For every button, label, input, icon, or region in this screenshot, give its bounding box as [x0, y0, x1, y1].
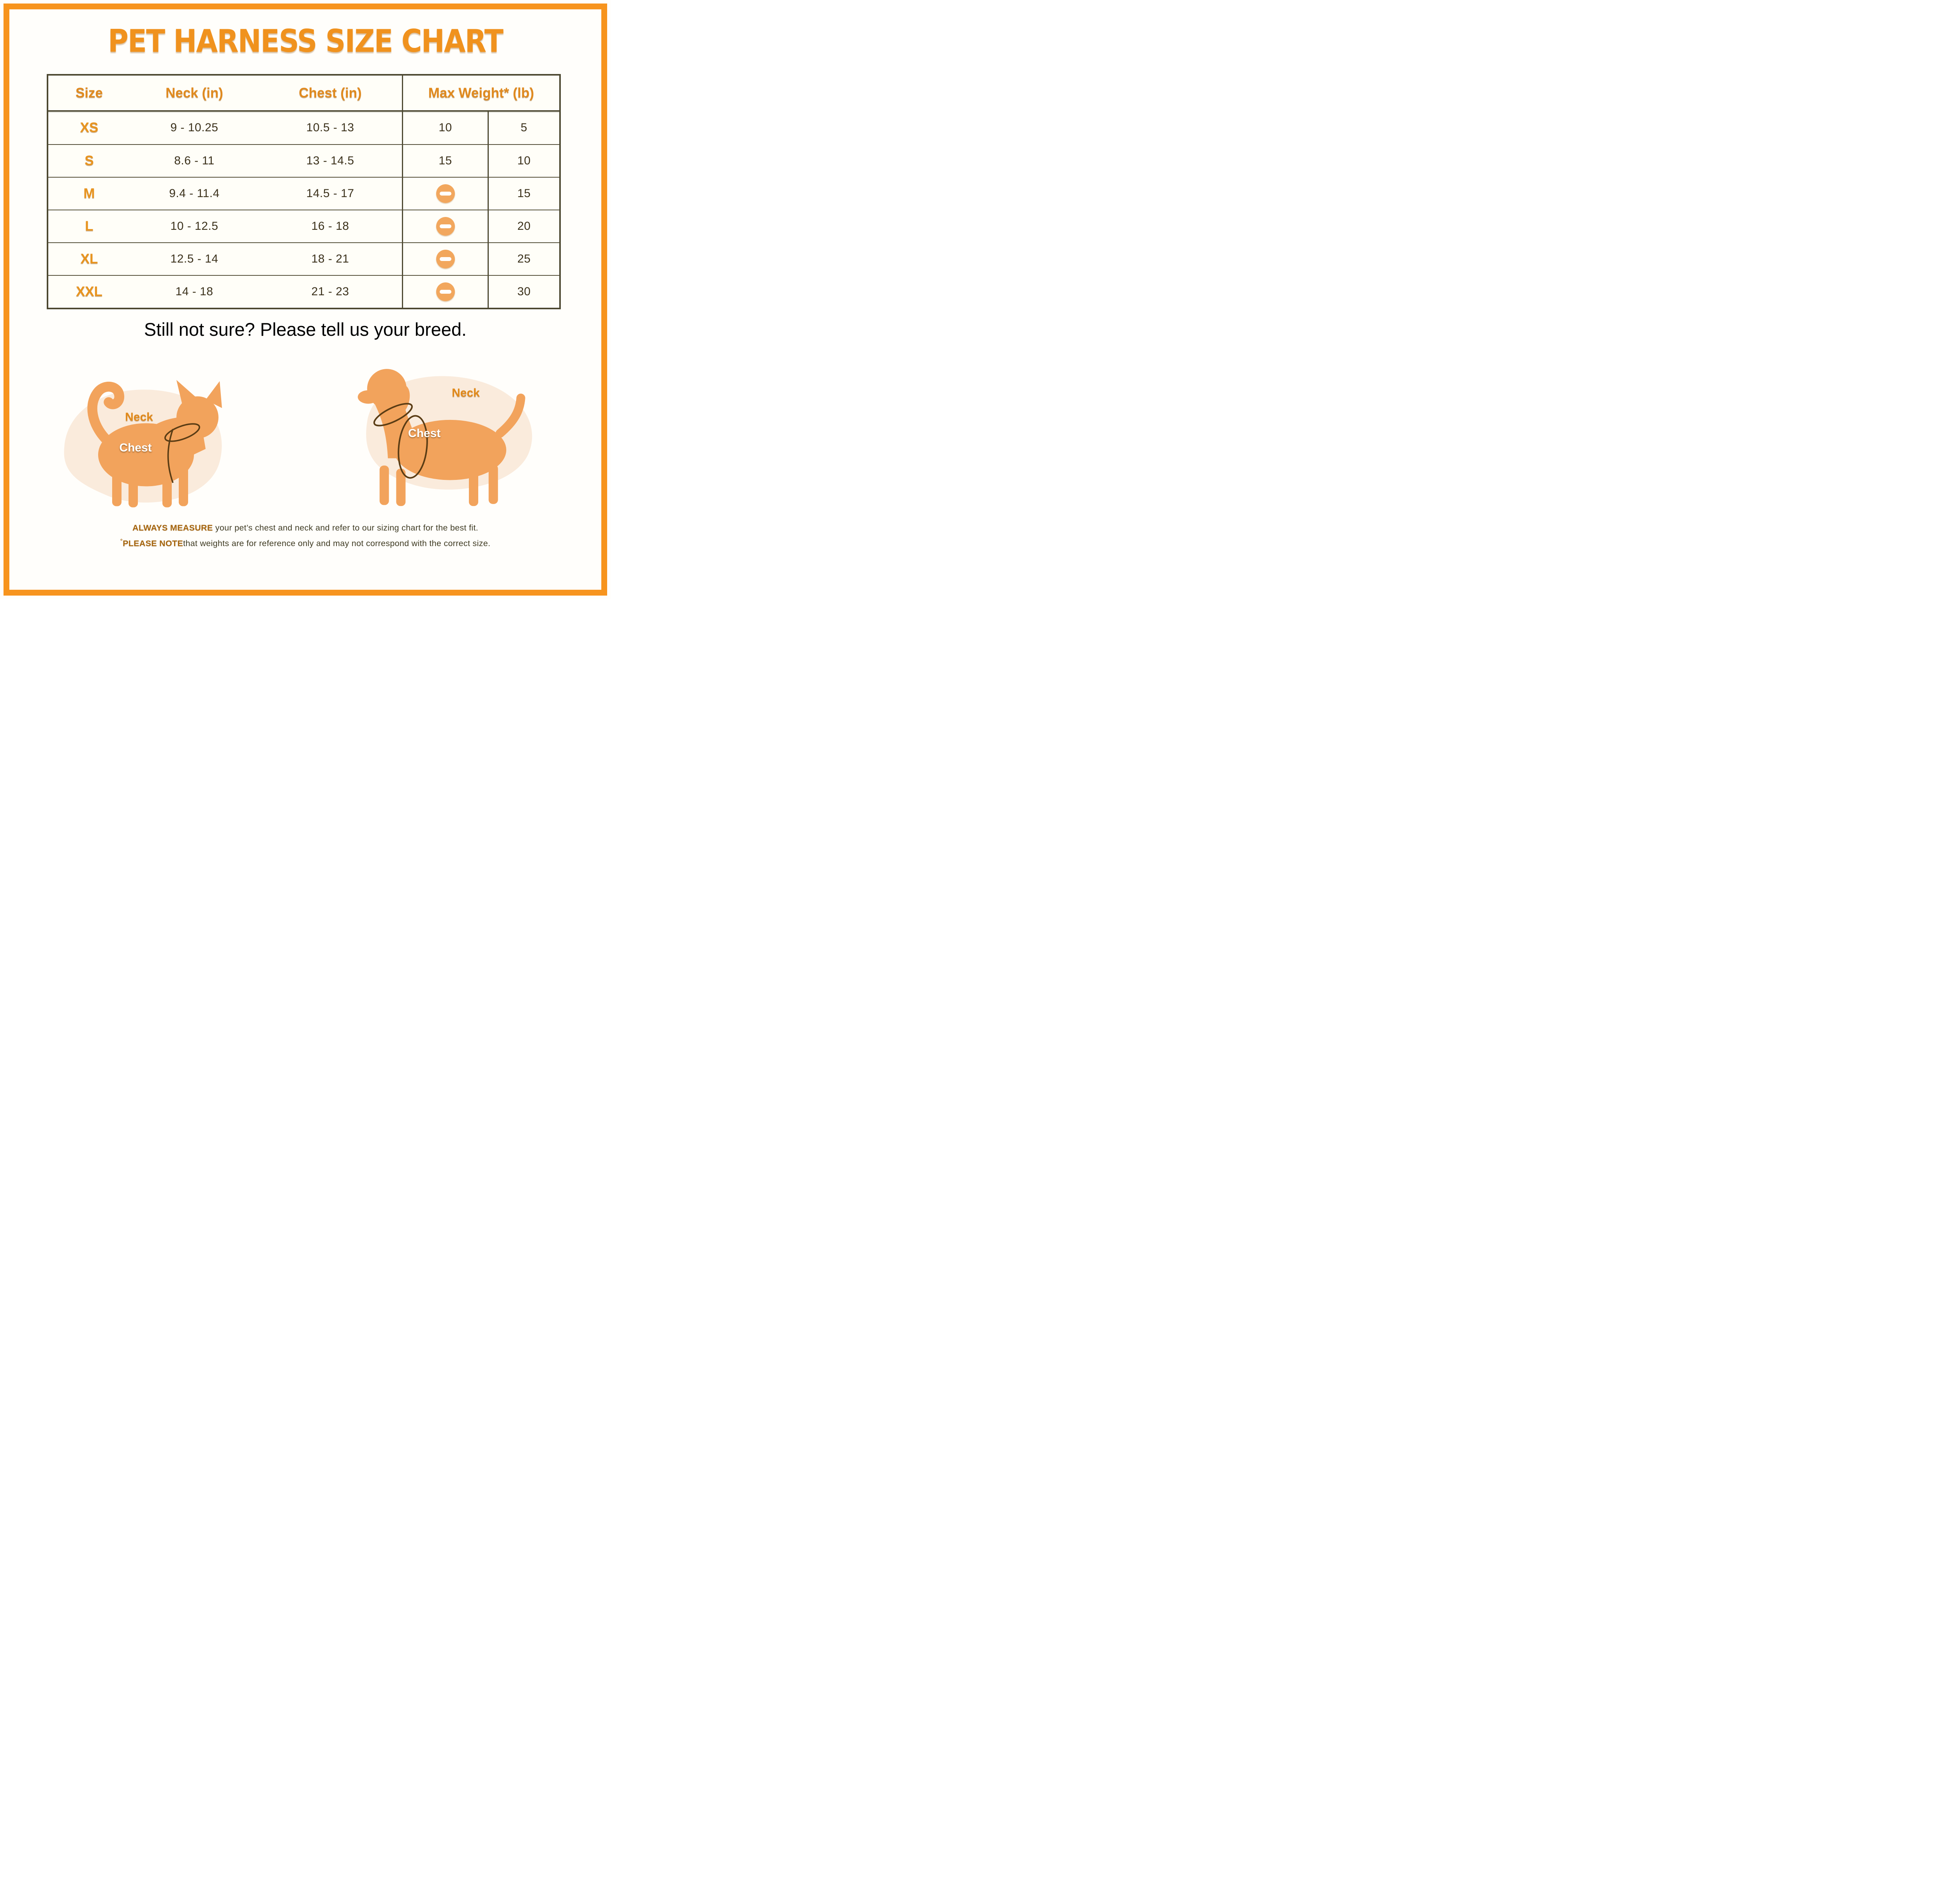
table-row-cell: 20 — [488, 210, 559, 242]
cat-silhouette-image — [64, 380, 222, 508]
table-row-cell: 21 - 23 — [259, 275, 402, 308]
size-chart-table: Size Neck (in) Chest (in) Max Weight* (l… — [47, 74, 561, 309]
neck-range: 10 - 12.5 — [170, 220, 218, 233]
dog-silhouette-image — [358, 369, 532, 506]
size-label: XS — [80, 120, 99, 135]
table-row-cell: XL — [48, 242, 130, 275]
column-header-neck: Neck (in) — [130, 76, 259, 111]
chest-range: 18 - 21 — [311, 252, 349, 265]
table-row-cell: 9.4 - 11.4 — [130, 177, 259, 210]
table-row-cell — [402, 210, 488, 242]
table-row-cell — [402, 177, 488, 210]
footnote-note-bold: PLEASE NOTE — [123, 538, 183, 548]
table-row-cell: 8.6 - 11 — [130, 144, 259, 177]
table-row-cell: 14.5 - 17 — [259, 177, 402, 210]
table-row-cell: 10 — [488, 144, 559, 177]
weight-cell: 10 — [439, 121, 452, 134]
table-row-cell: S — [48, 144, 130, 177]
footnotes: ALWAYS MEASURE your pet’s chest and neck… — [0, 520, 611, 552]
table-row-cell: 14 - 18 — [130, 275, 259, 308]
table-row-cell: 13 - 14.5 — [259, 144, 402, 177]
size-label: XXL — [76, 284, 103, 299]
table-row-cell: 16 - 18 — [259, 210, 402, 242]
footnote-note: °PLEASE NOTEthat weights are for referen… — [0, 536, 611, 552]
footnote-note-text: that weights are for reference only and … — [183, 538, 491, 548]
dog-illustration: Neck Chest — [335, 353, 553, 514]
no-weight-minus-icon — [436, 250, 455, 268]
neck-range: 8.6 - 11 — [174, 154, 215, 167]
table-row-cell — [402, 275, 488, 308]
size-label: XL — [80, 251, 98, 266]
table-row-cell: 15 — [402, 144, 488, 177]
weight-cell: 15 — [517, 187, 531, 200]
column-header-size: Size — [48, 76, 130, 111]
weight-cell: 5 — [520, 121, 528, 134]
cat-illustration: Neck Chest — [58, 360, 234, 514]
footnote-measure-text: your pet’s chest and neck and refer to o… — [213, 523, 478, 532]
column-header-chest: Chest (in) — [259, 76, 402, 111]
table-row-cell: 9 - 10.25 — [130, 111, 259, 144]
table-row-cell: L — [48, 210, 130, 242]
table-row-cell: 10 — [402, 111, 488, 144]
size-label: S — [85, 153, 94, 168]
table-row-cell: 5 — [488, 111, 559, 144]
footnote-measure: ALWAYS MEASURE your pet’s chest and neck… — [0, 520, 611, 536]
size-label: M — [83, 186, 95, 201]
footnote-marker: ° — [120, 538, 123, 545]
neck-range: 14 - 18 — [175, 285, 213, 298]
page-title: PET HARNESS SIZE CHART — [108, 23, 504, 60]
no-weight-minus-icon — [436, 282, 455, 301]
column-header-max-weight: Max Weight* (lb) — [402, 76, 559, 111]
breed-question-text: Still not sure? Please tell us your bree… — [144, 319, 467, 340]
no-weight-minus-icon — [436, 184, 455, 203]
table-row-cell: M — [48, 177, 130, 210]
pet-harness-size-chart: PET HARNESS SIZE CHART Size Neck (in) Ch… — [0, 0, 611, 599]
chest-range: 10.5 - 13 — [306, 121, 354, 134]
table-row-cell: 10.5 - 13 — [259, 111, 402, 144]
table-row-cell — [402, 242, 488, 275]
weight-cell: 15 — [439, 154, 452, 167]
chest-range: 14.5 - 17 — [306, 187, 354, 200]
no-weight-minus-icon — [436, 217, 455, 236]
neck-range: 9.4 - 11.4 — [169, 187, 220, 200]
table-row-cell: 12.5 - 14 — [130, 242, 259, 275]
outer-frame-border — [4, 4, 607, 596]
footnote-measure-bold: ALWAYS MEASURE — [132, 523, 213, 532]
table-row-cell: 25 — [488, 242, 559, 275]
table-row-cell: XXL — [48, 275, 130, 308]
table-row-cell: 10 - 12.5 — [130, 210, 259, 242]
chest-range: 13 - 14.5 — [306, 154, 354, 167]
table-row-cell: XS — [48, 111, 130, 144]
chest-range: 16 - 18 — [311, 220, 349, 233]
weight-cell: 25 — [517, 252, 531, 265]
table-row-cell: 30 — [488, 275, 559, 308]
table-row-cell: 15 — [488, 177, 559, 210]
weight-cell: 10 — [517, 154, 531, 167]
chest-range: 21 - 23 — [311, 285, 349, 298]
neck-range: 9 - 10.25 — [170, 121, 218, 134]
table-row-cell: 18 - 21 — [259, 242, 402, 275]
size-label: L — [85, 219, 93, 234]
weight-cell: 30 — [517, 285, 531, 298]
neck-range: 12.5 - 14 — [170, 252, 218, 265]
weight-cell: 20 — [517, 220, 531, 233]
